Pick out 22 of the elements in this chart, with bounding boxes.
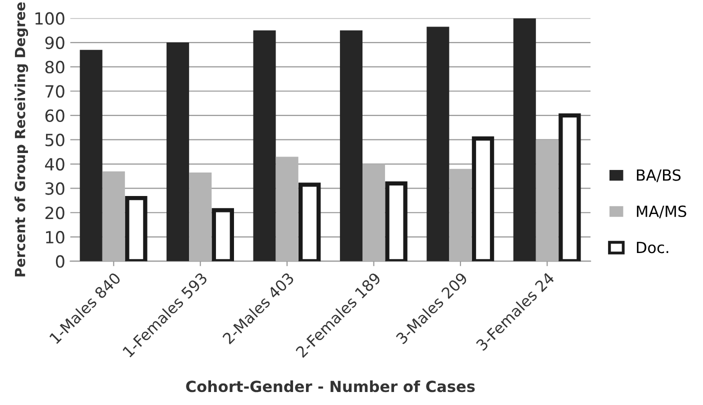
y-tick-label: 60: [45, 109, 64, 122]
bar: [80, 50, 102, 262]
y-tick-label: 10: [46, 230, 64, 244]
bar: [253, 30, 276, 262]
legend-label: BA/BS: [636, 169, 681, 182]
y-tick-label: 100: [35, 12, 64, 25]
legend-label: Doc.: [636, 242, 668, 254]
y-tick-label: 40: [45, 158, 64, 171]
y-tick-label: 80: [45, 60, 64, 74]
bar: [340, 30, 362, 262]
bar: [426, 26, 450, 262]
y-tick-label: 50: [46, 134, 64, 146]
y-tick-label: 30: [46, 182, 64, 195]
y-tick-label: 70: [46, 85, 64, 98]
y-axis-title: Percent of Group Receiving Degree: [14, 2, 28, 276]
y-tick-label: 0: [56, 255, 64, 268]
y-tick-label: 20: [45, 206, 64, 220]
y-tick-label: 90: [45, 36, 64, 50]
bar: [166, 42, 190, 262]
x-axis-title: Cohort-Gender - Number of Cases: [186, 380, 475, 392]
bar: [513, 18, 536, 262]
legend-label: MA/MS: [636, 206, 686, 218]
